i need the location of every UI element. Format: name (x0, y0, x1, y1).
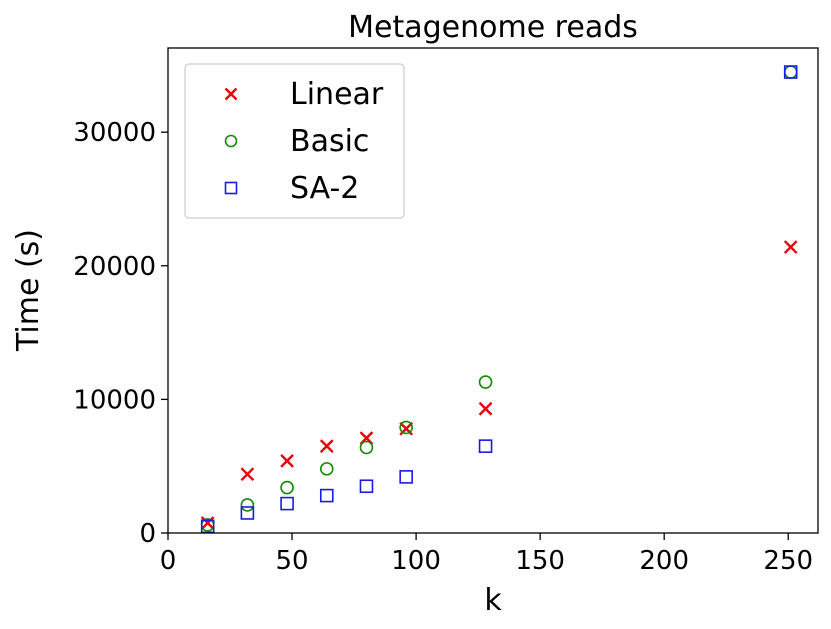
data-point-sa-2-0 (200, 519, 215, 534)
series-linear (200, 240, 798, 530)
y-tick-label: 30000 (73, 118, 156, 148)
x-tick-label: 150 (515, 546, 565, 576)
y-axis-label: Time (s) (11, 229, 46, 352)
data-point-linear-0 (200, 516, 215, 530)
data-point-sa-2-5 (399, 470, 413, 484)
data-point-linear-7 (783, 240, 798, 254)
data-point-sa-2-6 (478, 439, 493, 453)
legend-item-sa-2: SA-2 (224, 171, 359, 206)
legend-label: Linear (290, 77, 384, 112)
data-point-basic-5 (399, 420, 413, 435)
legend-label: Basic (290, 124, 369, 159)
data-point-sa-2-1 (240, 506, 255, 520)
plot-frame (167, 47, 819, 534)
legend-marker-basic (224, 134, 238, 148)
plot-marks (200, 65, 798, 534)
data-point-sa-2-2 (280, 496, 294, 511)
legend-item-linear: Linear (224, 77, 384, 112)
legend-marker-sa-2 (224, 181, 238, 195)
x-tick-label: 100 (391, 546, 441, 576)
x-tick-label: 200 (639, 546, 689, 576)
data-point-basic-1 (240, 498, 255, 512)
x-tick-label: 250 (763, 546, 813, 576)
data-point-sa-2-7 (783, 65, 798, 79)
legend: Linear Basic SA-2 (184, 63, 405, 219)
data-point-basic-7 (783, 65, 798, 79)
x-axis-label: k (484, 583, 502, 618)
legend-label: SA-2 (290, 171, 359, 206)
data-point-linear-3 (319, 439, 334, 454)
data-point-basic-4 (359, 440, 374, 455)
data-point-linear-1 (240, 467, 255, 482)
data-point-sa-2-4 (359, 479, 374, 494)
series-sa-2 (200, 65, 798, 534)
x-tick-label: 0 (160, 546, 177, 576)
legend-marker-linear (224, 87, 238, 101)
x-axis: 0 50 100 150 200 250 (160, 533, 813, 576)
data-point-basic-6 (478, 375, 493, 389)
legend-box (184, 63, 405, 219)
data-point-sa-2-3 (319, 488, 334, 503)
legend-item-basic: Basic (224, 124, 369, 159)
data-point-linear-2 (280, 454, 294, 468)
x-tick-label: 50 (275, 546, 308, 576)
y-tick-label: 20000 (73, 252, 156, 282)
chart-title: Metagenome reads (348, 10, 638, 45)
y-axis: 0 10000 20000 30000 (73, 118, 168, 549)
y-tick-label: 0 (139, 519, 156, 549)
data-point-linear-6 (478, 401, 493, 416)
data-point-basic-3 (319, 462, 334, 476)
y-tick-label: 10000 (73, 385, 156, 415)
data-point-basic-2 (280, 480, 294, 495)
